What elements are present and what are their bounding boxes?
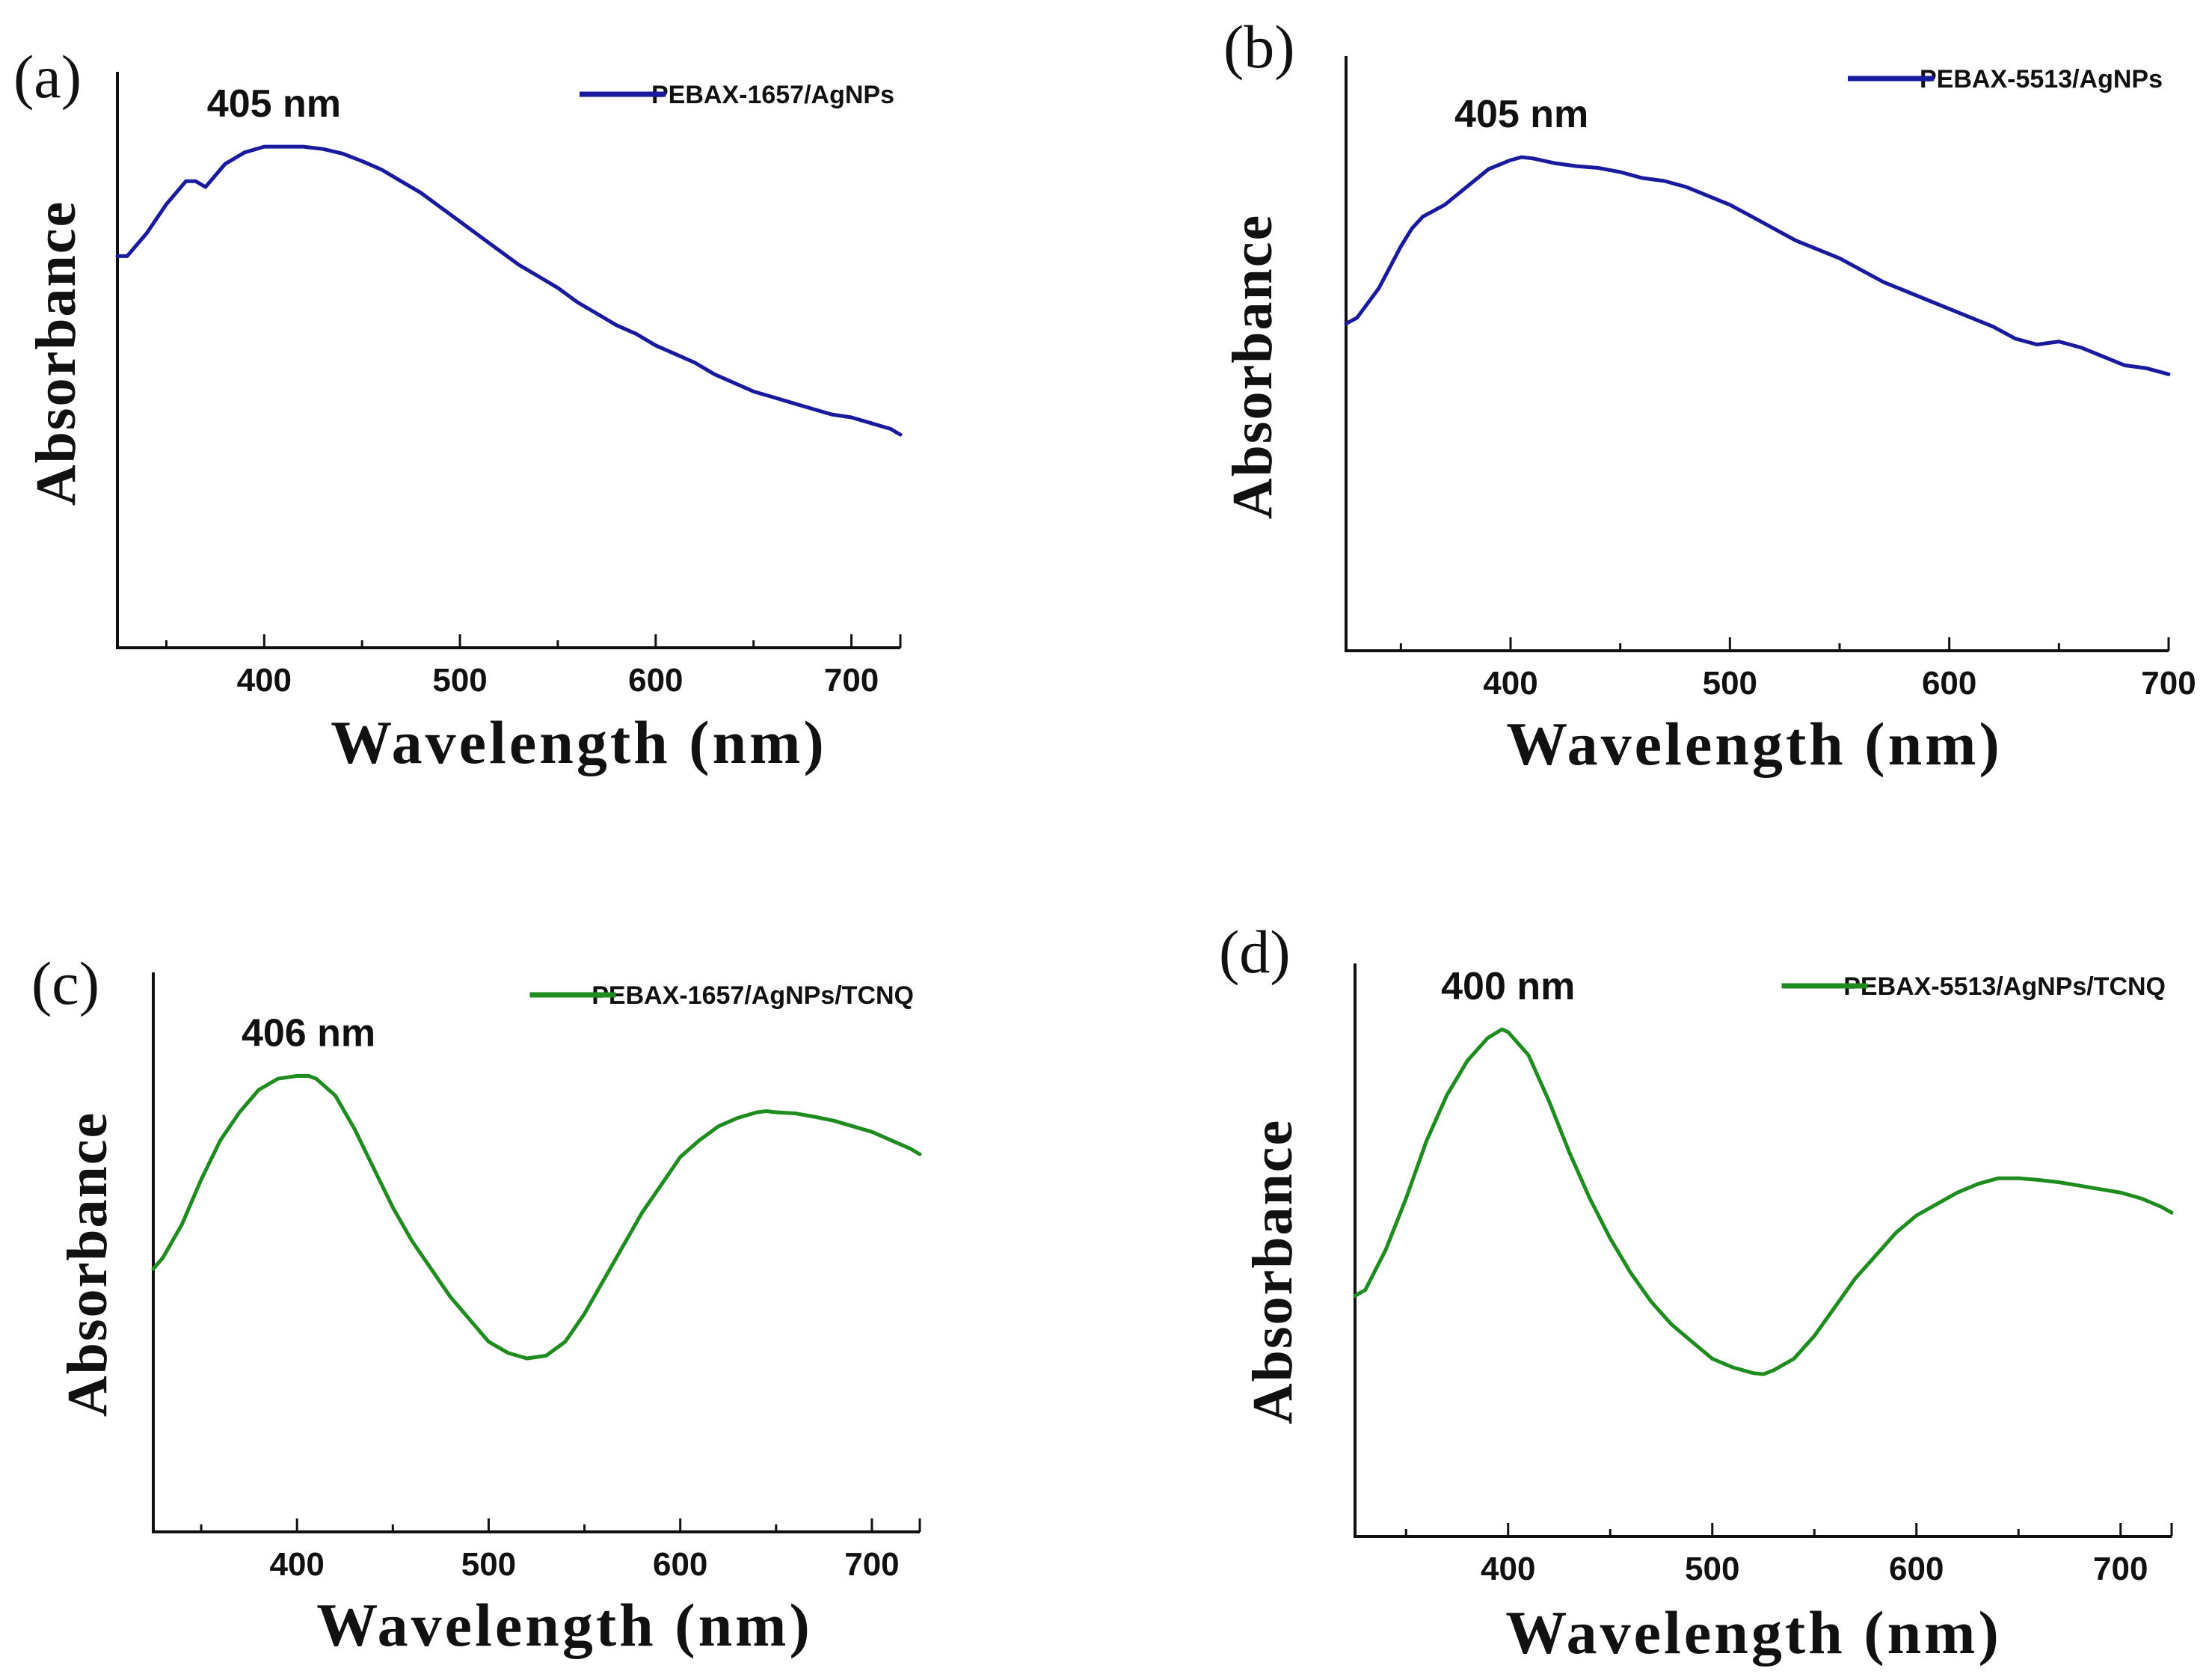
- panel-b-ylabel: Absorbance: [1221, 214, 1284, 519]
- panel-d-ylabel: Absorbance: [1241, 1119, 1304, 1424]
- panel-d-xtick-label-700: 700: [2093, 1551, 2148, 1587]
- panel-a-xtick-label-500: 500: [432, 662, 487, 699]
- panel-b-label: (b): [1223, 13, 1295, 81]
- panel-c-xtick-label-700: 700: [844, 1546, 899, 1583]
- panel-a-legend-label: PEBAX-1657/AgNPs: [651, 81, 894, 109]
- panel-b-xtick-label-500: 500: [1703, 665, 1757, 702]
- panel-b-axes: [1345, 56, 2169, 652]
- panel-c-xtick-label-500: 500: [461, 1546, 516, 1583]
- panel-d-xtick-label-400: 400: [1481, 1551, 1535, 1587]
- panel-b: (b) Absorbance Wavelength (nm) 400 500 600…: [1221, 13, 2196, 778]
- panel-a-xlabel: Wavelength (nm): [331, 708, 827, 776]
- panel-a-series-line: [115, 144, 903, 437]
- panel-b-xtick-label-400: 400: [1483, 665, 1537, 702]
- panel-d: (d) Absorbance Wavelength (nm) 400 500 600…: [1219, 918, 2174, 1667]
- panel-c-peak-annotation: 406 nm: [242, 1011, 375, 1055]
- panel-c-legend-label: PEBAX-1657/AgNPs/TCNQ: [592, 981, 914, 1010]
- panel-c-ylabel: Absorbance: [56, 1112, 119, 1417]
- panel-d-axes: [1354, 963, 2172, 1538]
- panel-d-legend-label: PEBAX-5513/AgNPs/TCNQ: [1843, 972, 2166, 1001]
- panel-b-xlabel: Wavelength (nm): [1506, 710, 2003, 778]
- panel-a-label: (a): [13, 43, 82, 111]
- panel-b-xtick-label-700: 700: [2141, 665, 2196, 702]
- panel-a-axes: [116, 72, 900, 649]
- panel-c-xlabel: Wavelength (nm): [316, 1591, 813, 1659]
- panel-d-label: (d): [1219, 918, 1291, 986]
- panel-a-xtick-label-600: 600: [628, 662, 683, 699]
- panel-d-xlabel: Wavelength (nm): [1505, 1598, 2002, 1667]
- panel-d-plot: 400 500 600 700 PEBAX-5513/AgNPs/TCNQ 400 nm: [1353, 963, 2174, 1587]
- panel-c-label: (c): [31, 949, 99, 1017]
- panel-a-peak-annotation: 405 nm: [207, 82, 341, 126]
- panel-d-xtick-label-600: 600: [1889, 1551, 1944, 1587]
- panel-d-peak-annotation: 400 nm: [1441, 965, 1575, 1008]
- panel-b-peak-annotation: 405 nm: [1454, 93, 1588, 136]
- panel-b-legend-label: PEBAX-5513/AgNPs: [1920, 65, 2163, 93]
- panel-b-xtick-label-600: 600: [1922, 665, 1976, 702]
- panel-d-xtick-label-500: 500: [1685, 1551, 1739, 1587]
- panel-b-plot: 400 500 600 700 PEBAX-5513/AgNPs 405 nm: [1344, 56, 2196, 702]
- panel-c-axes: [152, 972, 920, 1533]
- panel-a-plot: 400 500 600 700 PEBAX-1657/AgNPs 405 nm: [115, 72, 903, 699]
- panel-d-series-line: [1353, 1027, 2174, 1376]
- panel-c-series-line: [151, 1073, 922, 1361]
- panel-a: (a) Absorbance Wavelength (nm) 400 500 600…: [13, 43, 903, 776]
- panel-c: (c) Absorbance Wavelength (nm) 400 500 600…: [31, 949, 922, 1659]
- panel-a-xtick-label-400: 400: [237, 662, 292, 699]
- panel-a-xtick-label-700: 700: [824, 662, 879, 699]
- panel-c-xtick-label-400: 400: [269, 1546, 324, 1583]
- panel-c-plot: 400 500 600 700 PEBAX-1657/AgNPs/TCNQ 406 nm: [151, 972, 922, 1583]
- panel-a-ylabel: Absorbance: [25, 200, 87, 506]
- panel-c-xtick-label-600: 600: [653, 1546, 707, 1583]
- panel-b-series-line: [1344, 155, 2171, 376]
